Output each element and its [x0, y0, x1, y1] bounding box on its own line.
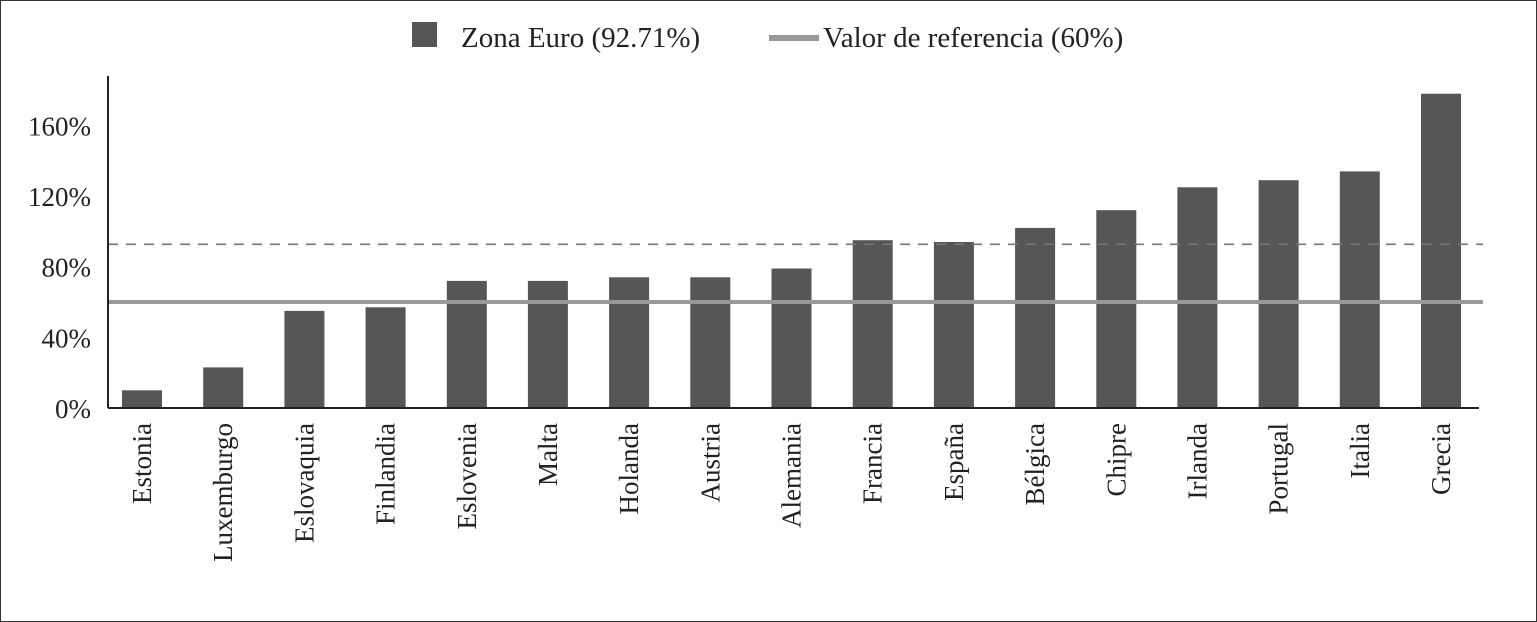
x-tick-labels: Estonia Luxemburgo Eslovaquia Finlandia Eslo… — [127, 423, 1456, 562]
bar-portugal — [1258, 180, 1299, 408]
reference-lines-group — [108, 243, 1483, 304]
x-tick-label: Alemania — [777, 423, 807, 528]
x-tick-label: Irlanda — [1182, 423, 1212, 499]
x-tick-label: Finlandia — [371, 423, 401, 525]
x-tick-label: Grecia — [1426, 423, 1456, 495]
x-tick-label: Malta — [533, 423, 563, 486]
x-tick-label: Italia — [1345, 423, 1375, 478]
x-tick-label: Austria — [695, 423, 725, 503]
bar-bélgica — [1015, 227, 1056, 408]
legend-label-series: Zona Euro (92.71%) — [461, 22, 700, 54]
x-tick-label: Bélgica — [1020, 423, 1050, 505]
bar-malta — [527, 280, 568, 408]
bar-francia — [852, 240, 893, 408]
y-tick-label: 160% — [28, 111, 91, 141]
bar-españa — [933, 242, 974, 408]
x-tick-label: Estonia — [127, 423, 157, 504]
axes-group — [107, 76, 1479, 409]
y-tick-label: 80% — [42, 253, 92, 283]
bar-alemania — [771, 268, 812, 408]
y-tick-labels: 0% 40% 80% 120% 160% — [28, 111, 91, 424]
bar-eslovaquia — [284, 310, 325, 408]
y-tick-label: 40% — [42, 323, 92, 353]
bar-finlandia — [365, 307, 406, 408]
bars-group — [122, 93, 1461, 408]
bar-estonia — [122, 390, 162, 408]
x-tick-label: Holanda — [614, 423, 644, 514]
x-tick-label: Chipre — [1101, 423, 1131, 497]
x-tick-label: Eslovenia — [452, 423, 482, 529]
legend-label-reference: Valor de referencia (60%) — [823, 22, 1123, 54]
bar-italia — [1339, 171, 1380, 408]
y-tick-label: 0% — [55, 394, 91, 424]
legend-swatch-bar — [412, 22, 437, 47]
bar-irlanda — [1177, 187, 1218, 408]
bar-chipre — [1096, 210, 1137, 408]
bar-grecia — [1421, 93, 1461, 408]
x-tick-label: Portugal — [1264, 423, 1294, 515]
x-tick-label: Luxemburgo — [208, 423, 238, 562]
x-tick-label: Eslovaquia — [289, 423, 319, 543]
x-tick-label: Francia — [858, 423, 888, 504]
y-tick-label: 120% — [28, 182, 91, 212]
bar-holanda — [609, 277, 650, 408]
bar-luxemburgo — [203, 367, 244, 408]
legend: Zona Euro (92.71%) Valor de referencia (… — [412, 22, 1123, 54]
bar-eslovenia — [446, 280, 487, 408]
x-tick-label: España — [939, 423, 969, 501]
bar-austria — [690, 277, 731, 408]
